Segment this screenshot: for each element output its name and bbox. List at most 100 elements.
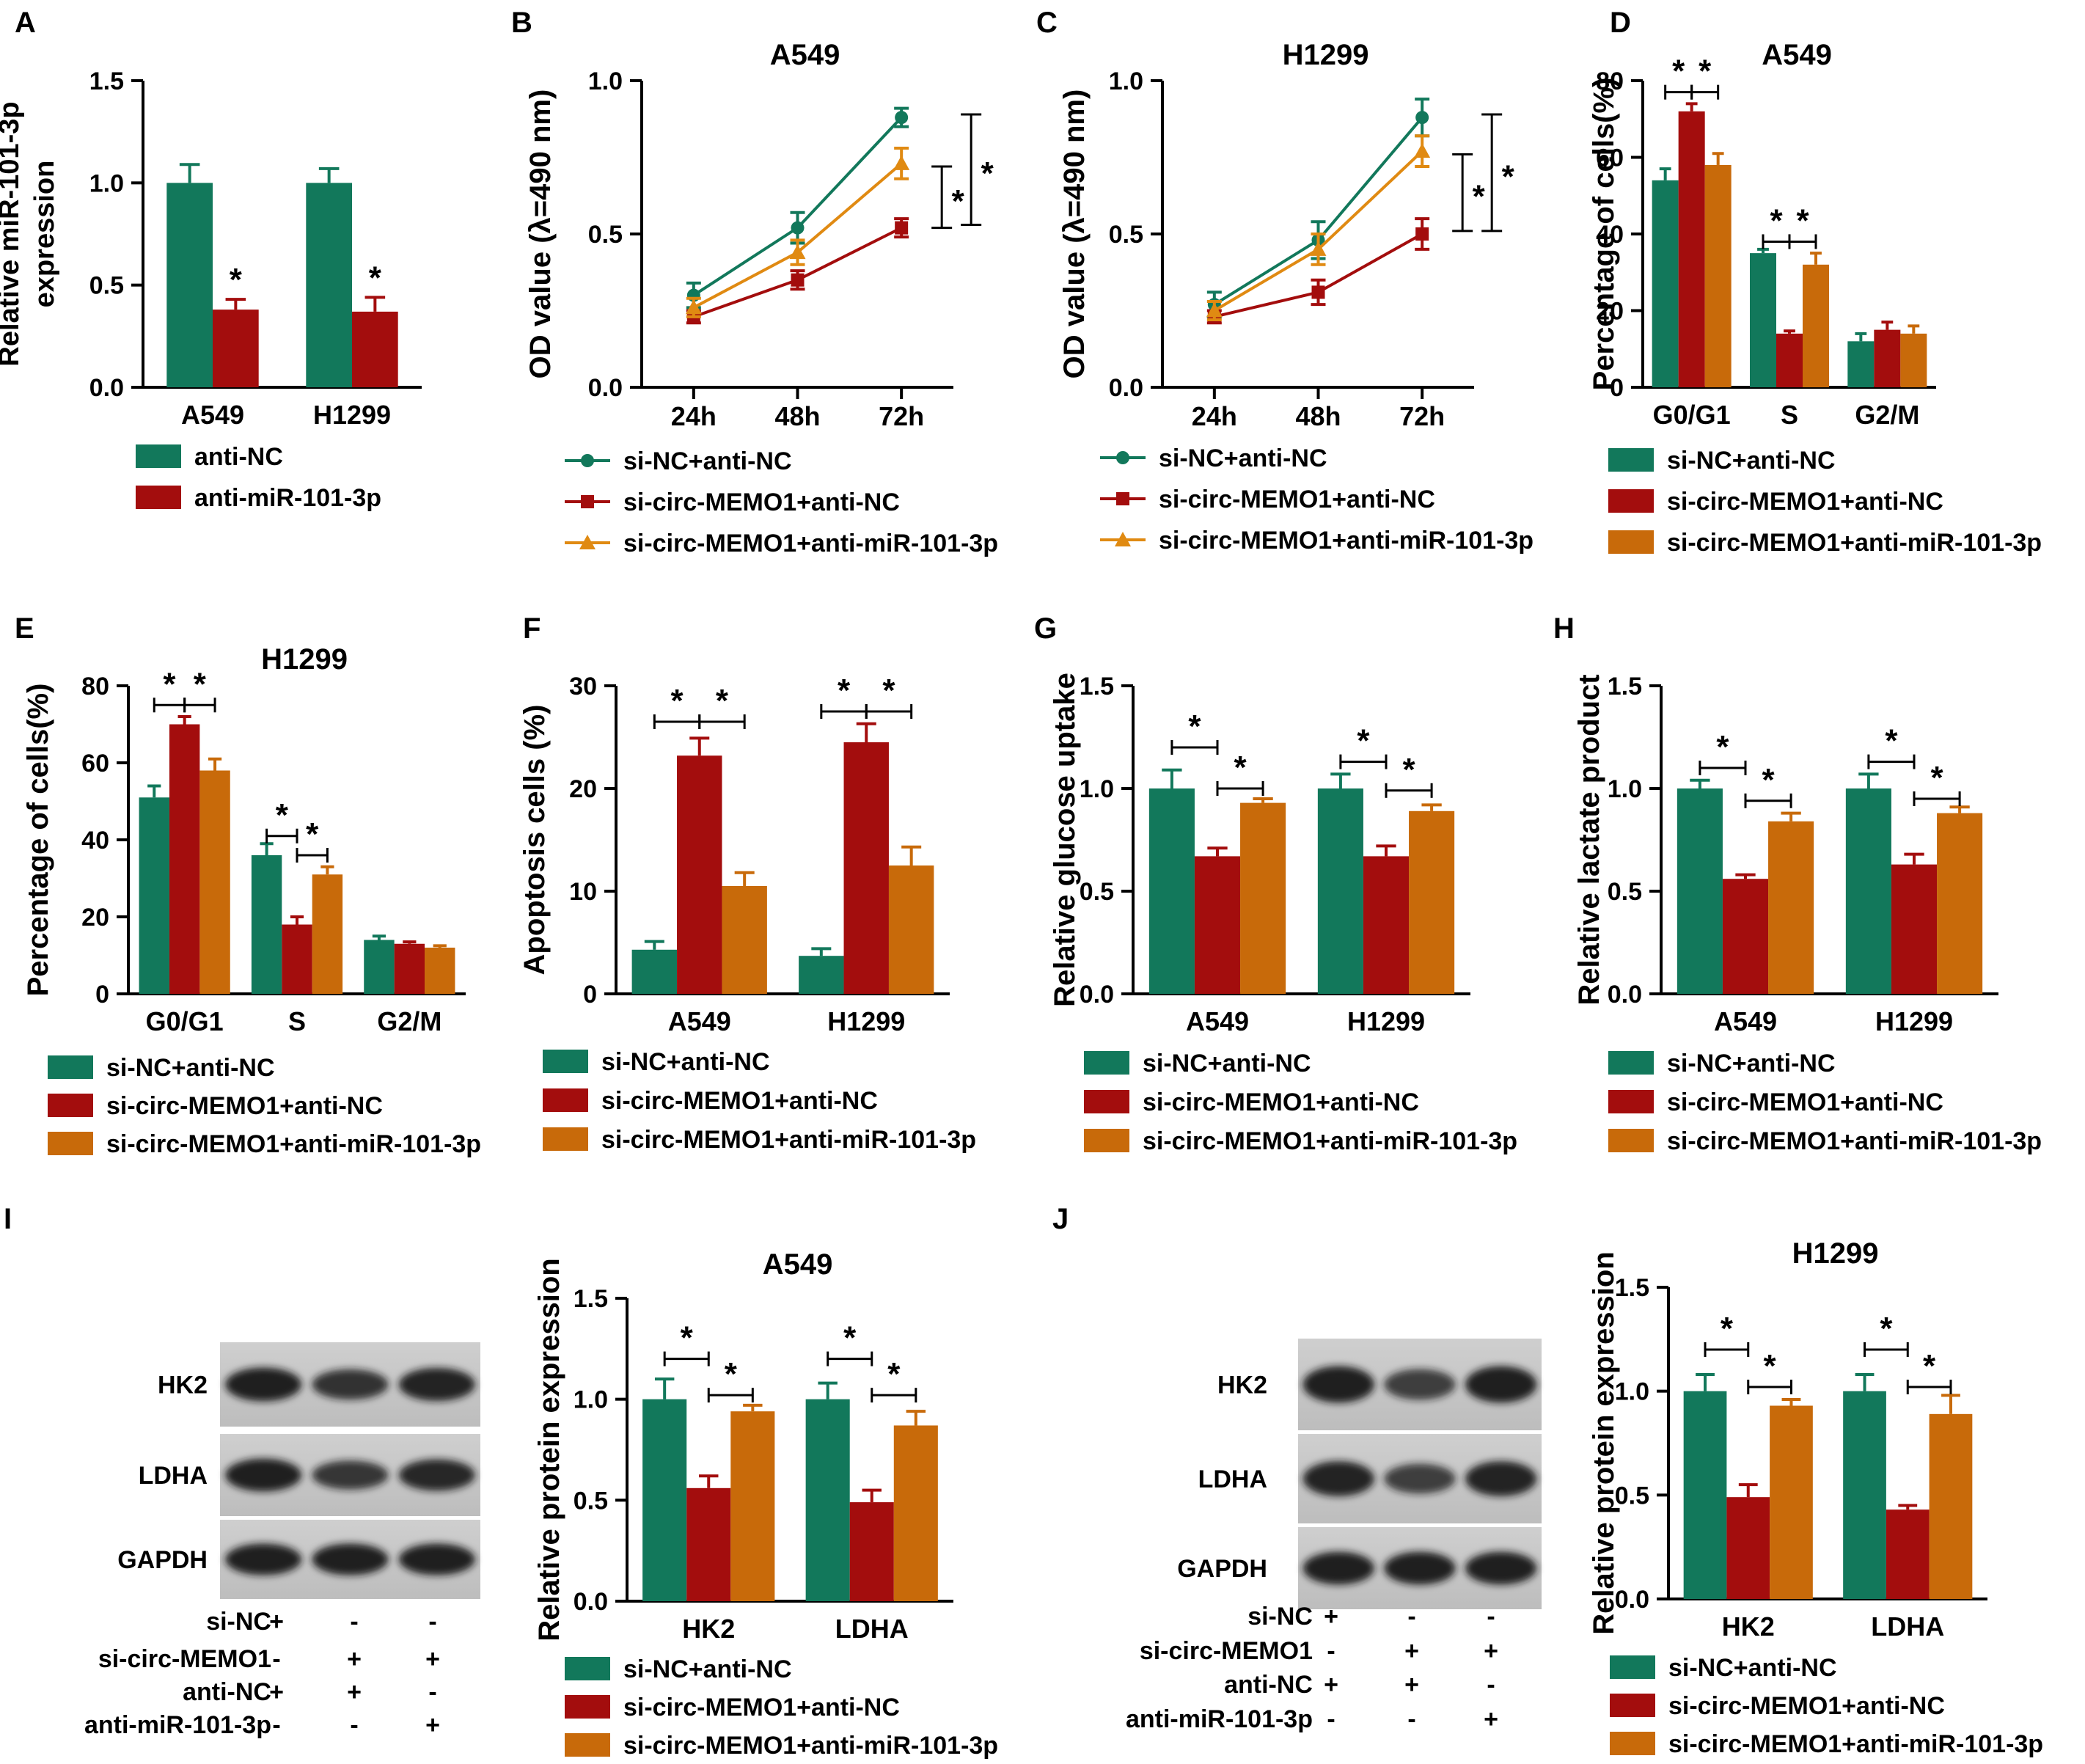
y-tick-label: 0.5 <box>1608 878 1642 906</box>
blot-band <box>312 1460 389 1490</box>
legend-label: si-circ-MEMO1+anti-NC <box>1667 488 1943 516</box>
y-tick-label: 1.0 <box>1608 775 1642 803</box>
significance-star: * <box>1721 1311 1734 1347</box>
bar <box>843 742 889 994</box>
bar <box>199 770 230 994</box>
y-axis-label: Percentage of cells(%) <box>22 684 54 997</box>
x-tick-label: H1299 <box>1875 1006 1953 1036</box>
legend-swatch <box>1608 1129 1654 1152</box>
legend-swatch <box>1608 1090 1654 1113</box>
legend-label: anti-miR-101-3p <box>194 484 381 512</box>
blot-band <box>225 1367 302 1402</box>
bar <box>139 797 169 994</box>
condition-mark: - <box>428 1608 436 1636</box>
significance-star: * <box>1880 1311 1893 1347</box>
legend-label: si-NC+anti-NC <box>1668 1654 1837 1682</box>
square-marker-icon <box>581 495 594 508</box>
legend-label: si-NC+anti-NC <box>601 1048 770 1076</box>
blot-band <box>312 1369 389 1400</box>
bar <box>893 1425 938 1601</box>
bar <box>805 1399 850 1601</box>
x-tick-label: A549 <box>1186 1006 1249 1036</box>
x-tick-label: 24h <box>671 401 717 431</box>
significance-star: * <box>952 183 965 219</box>
triangle-marker-icon <box>893 155 910 170</box>
bar <box>251 855 282 994</box>
y-tick-label: 30 <box>569 673 597 700</box>
condition-mark: - <box>1327 1637 1335 1665</box>
bar <box>1722 879 1769 994</box>
legend-swatch <box>543 1127 588 1151</box>
legend-label: si-NC+anti-NC <box>1667 447 1836 475</box>
condition-mark: - <box>272 1645 280 1673</box>
significance-star: * <box>838 673 851 709</box>
significance-star: * <box>1188 709 1201 744</box>
x-tick-label: S <box>1781 400 1798 430</box>
condition-label: anti-miR-101-3p <box>1126 1705 1313 1733</box>
chart-title: H1299 <box>1792 1237 1879 1270</box>
legend-swatch <box>1610 1694 1655 1717</box>
condition-mark: + <box>1484 1637 1498 1665</box>
condition-mark: - <box>350 1711 358 1739</box>
legend-label: si-NC+anti-NC <box>1143 1050 1311 1077</box>
condition-label: si-circ-MEMO1 <box>98 1645 271 1673</box>
triangle-marker-icon <box>685 299 702 315</box>
y-axis-label: Apoptosis cells (%) <box>518 705 551 976</box>
condition-mark: - <box>1327 1705 1335 1733</box>
legend-label: si-circ-MEMO1+anti-NC <box>601 1087 878 1115</box>
x-tick-label: 48h <box>1295 401 1341 431</box>
significance-star: * <box>1764 1348 1777 1384</box>
bar <box>1847 341 1875 387</box>
bar <box>1652 180 1679 387</box>
bar <box>1900 333 1927 387</box>
significance-star: * <box>981 155 994 191</box>
significance-star: * <box>1770 202 1783 238</box>
blot-band <box>225 1543 302 1575</box>
legend-swatch <box>48 1132 93 1155</box>
triangle-marker-icon <box>1310 241 1327 256</box>
band-label: LDHA <box>1198 1465 1267 1493</box>
y-tick-label: 0.0 <box>574 1588 608 1616</box>
significance-star: * <box>163 666 176 702</box>
square-marker-icon <box>1415 227 1429 241</box>
square-marker-icon <box>1311 285 1325 299</box>
x-tick-label: H1299 <box>1347 1006 1425 1036</box>
bar <box>169 724 200 994</box>
square-marker-icon <box>895 221 909 235</box>
condition-mark: + <box>1324 1603 1338 1631</box>
legend-swatch <box>543 1050 588 1073</box>
blot-band <box>398 1543 475 1575</box>
condition-mark: - <box>272 1711 280 1739</box>
condition-label: si-circ-MEMO1 <box>1140 1637 1313 1665</box>
legend-swatch <box>136 486 181 509</box>
significance-star: * <box>681 1320 694 1356</box>
blot-band <box>225 1458 302 1492</box>
legend-label: si-NC+anti-NC <box>106 1054 275 1082</box>
bar <box>166 183 213 388</box>
y-tick-label: 60 <box>81 750 109 777</box>
bar <box>686 1487 731 1601</box>
bar <box>1678 111 1705 388</box>
legend-label: si-circ-MEMO1+anti-NC <box>623 488 900 516</box>
bar <box>1683 1391 1727 1599</box>
condition-mark: + <box>347 1678 362 1706</box>
band-label: GAPDH <box>117 1546 208 1574</box>
legend-label: si-circ-MEMO1+anti-miR-101-3p <box>106 1130 481 1158</box>
x-tick-label: H1299 <box>313 400 391 430</box>
panel-label: J <box>1052 1203 1069 1235</box>
y-tick-label: 1.0 <box>588 67 623 95</box>
bar <box>1317 788 1363 994</box>
y-tick-label: 0.5 <box>1080 878 1114 906</box>
panel-label: D <box>1610 7 1631 39</box>
condition-mark: + <box>1404 1671 1419 1699</box>
significance-star: * <box>1672 54 1685 89</box>
significance-star: * <box>1923 1348 1936 1384</box>
legend-label: si-circ-MEMO1+anti-miR-101-3p <box>601 1126 976 1154</box>
legend-swatch <box>48 1055 93 1079</box>
x-tick-label: G0/G1 <box>146 1006 224 1036</box>
significance-star: * <box>725 1356 738 1392</box>
legend-label: si-circ-MEMO1+anti-NC <box>1667 1088 1943 1116</box>
bar <box>1194 856 1241 994</box>
legend-swatch <box>543 1088 588 1112</box>
